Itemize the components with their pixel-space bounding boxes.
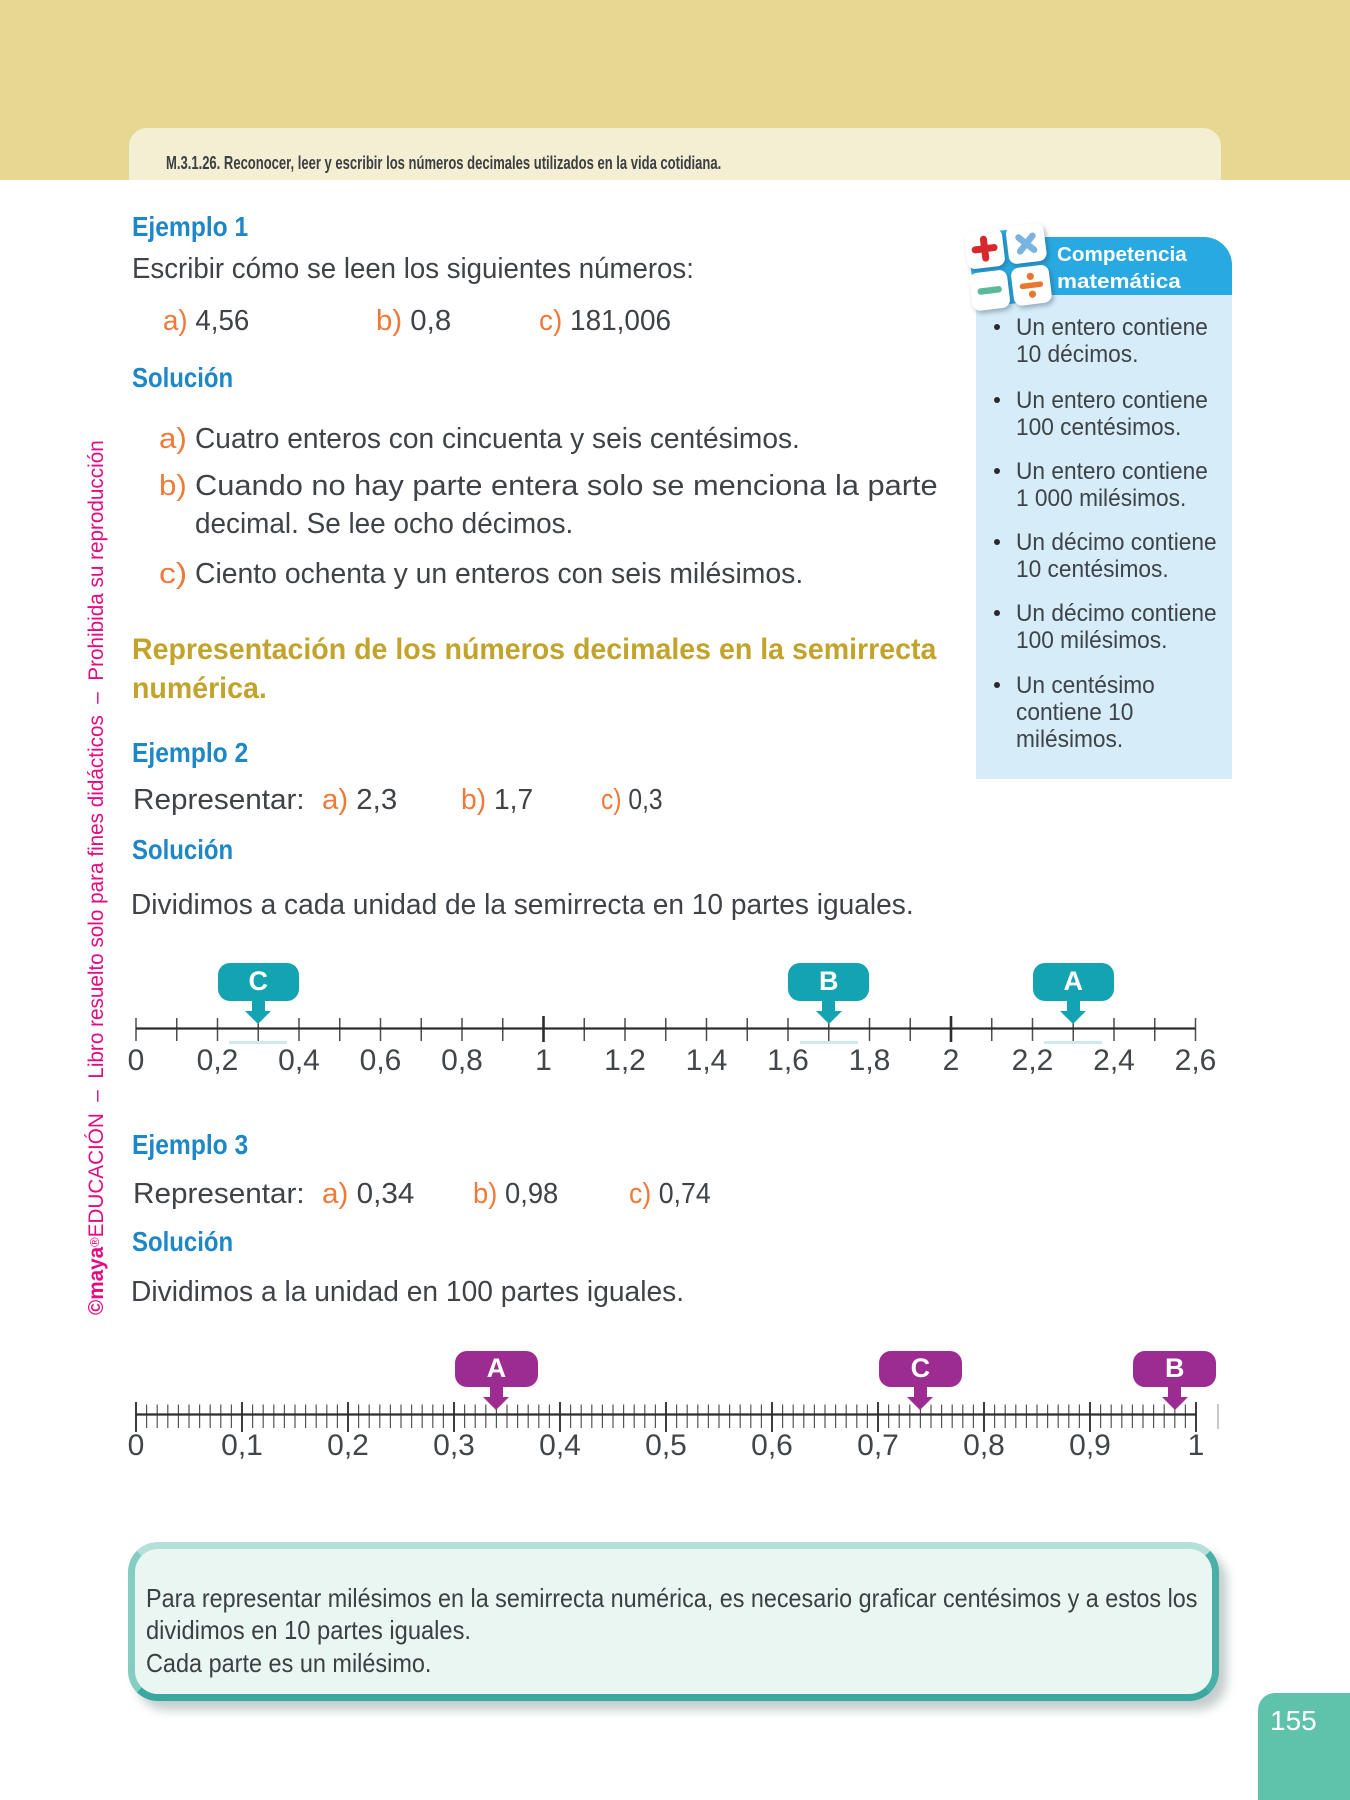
svg-text:0,8: 0,8 — [963, 1429, 1005, 1462]
svg-text:1,2: 1,2 — [604, 1044, 646, 1077]
svg-text:1,8: 1,8 — [849, 1044, 891, 1077]
svg-text:1,4: 1,4 — [686, 1044, 728, 1077]
svg-text:2: 2 — [943, 1044, 960, 1077]
svg-text:0,8: 0,8 — [441, 1044, 483, 1077]
svg-text:0,7: 0,7 — [857, 1429, 899, 1462]
svg-text:0,9: 0,9 — [1069, 1429, 1111, 1462]
svg-text:0,1: 0,1 — [221, 1429, 263, 1462]
svg-text:0,5: 0,5 — [645, 1429, 687, 1462]
svg-text:0,4: 0,4 — [278, 1044, 320, 1077]
svg-text:1: 1 — [535, 1044, 552, 1077]
svg-text:0: 0 — [128, 1429, 145, 1462]
svg-text:1,6: 1,6 — [767, 1044, 809, 1077]
svg-text:0,2: 0,2 — [197, 1044, 239, 1077]
svg-text:0,3: 0,3 — [433, 1429, 475, 1462]
svg-text:0,2: 0,2 — [327, 1429, 369, 1462]
svg-text:1: 1 — [1188, 1429, 1205, 1462]
svg-text:2,2: 2,2 — [1012, 1044, 1054, 1077]
svg-text:2,6: 2,6 — [1175, 1044, 1217, 1077]
svg-text:0,6: 0,6 — [751, 1429, 793, 1462]
svg-text:0: 0 — [128, 1044, 145, 1077]
svg-text:2,4: 2,4 — [1093, 1044, 1135, 1077]
svg-text:0,4: 0,4 — [539, 1429, 581, 1462]
svg-text:0,6: 0,6 — [360, 1044, 402, 1077]
